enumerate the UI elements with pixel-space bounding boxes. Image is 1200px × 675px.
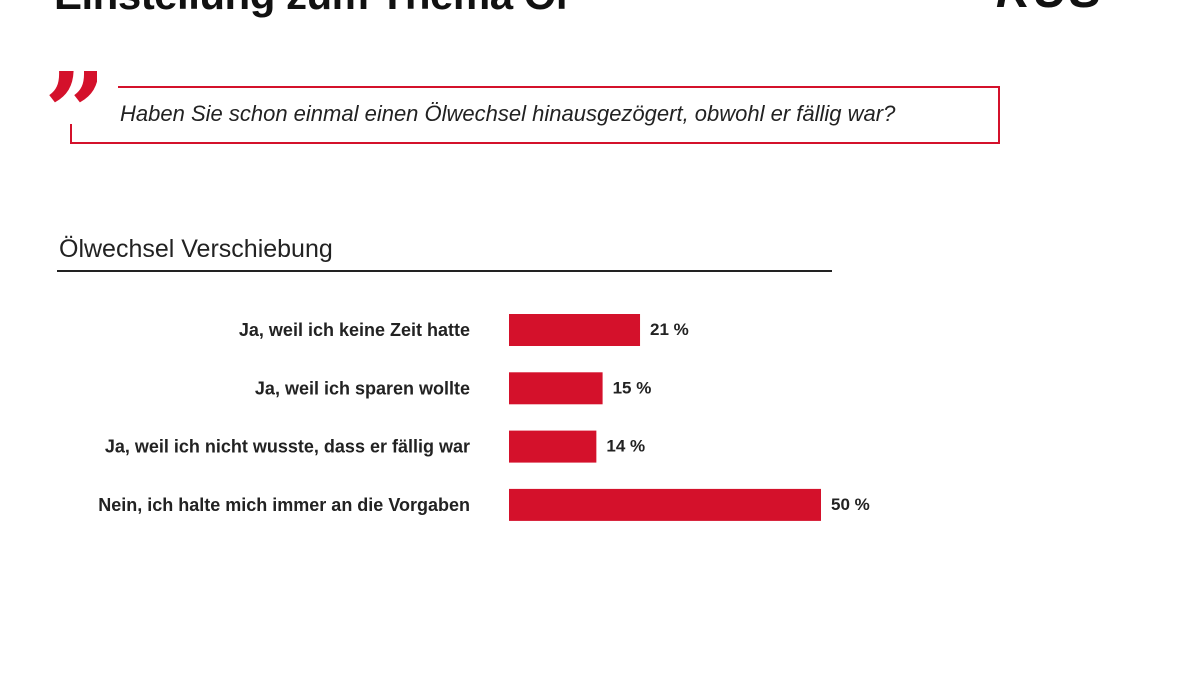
value-label: 15 % — [613, 378, 652, 397]
category-label: Ja, weil ich nicht wusste, dass er fälli… — [105, 437, 470, 457]
bar — [509, 372, 603, 405]
category-label: Ja, weil ich sparen wollte — [255, 378, 470, 398]
category-label: Ja, weil ich keine Zeit hatte — [239, 320, 470, 340]
bar — [509, 314, 641, 346]
question-frame-top-line — [118, 86, 1000, 88]
quote-icon: ” — [44, 58, 97, 118]
value-label: 14 % — [606, 437, 645, 456]
value-label: 50 % — [831, 495, 870, 514]
page-headline: Einstellung zum Thema Öl — [54, 0, 568, 20]
survey-question: Haben Sie schon einmal einen Ölwechsel h… — [120, 101, 896, 126]
brand-logo: KÜS — [996, 0, 1103, 16]
question-frame — [70, 86, 1000, 144]
bar — [509, 430, 597, 463]
value-label: 21 % — [650, 320, 689, 339]
chart-title-divider — [57, 270, 832, 272]
category-label: Nein, ich halte mich immer an die Vorgab… — [98, 495, 470, 515]
chart-title: Ölwechsel Verschiebung — [59, 235, 333, 263]
bar — [509, 488, 821, 521]
question-frame-left-line — [70, 124, 72, 144]
